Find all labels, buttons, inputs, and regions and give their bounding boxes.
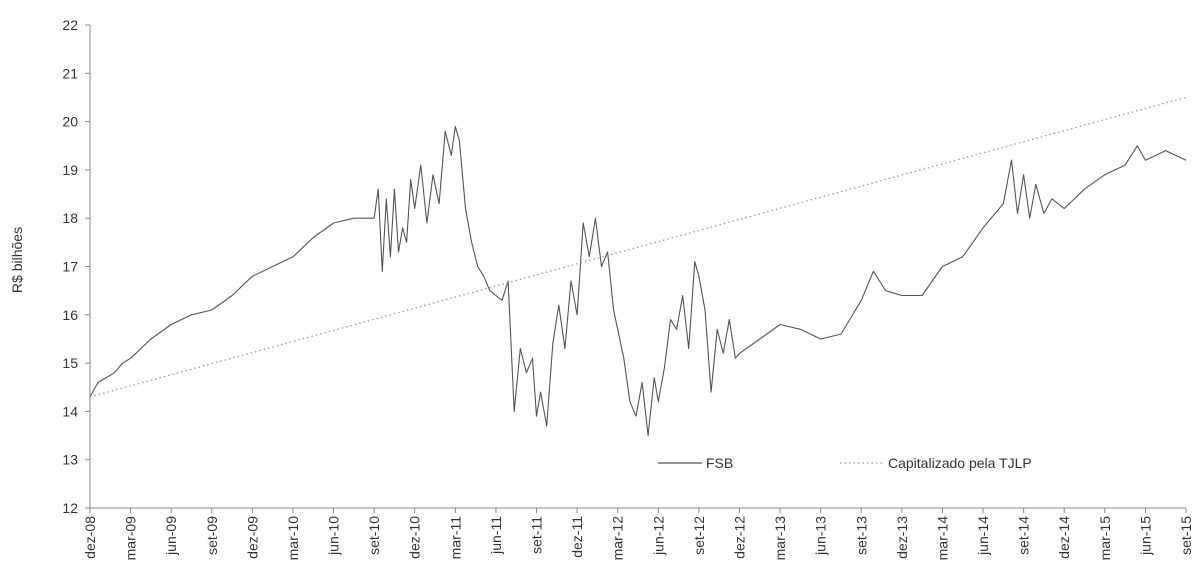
x-tick-label: jun-13: [813, 516, 829, 556]
y-tick-label: 22: [62, 17, 78, 33]
x-tick-label: jun-14: [975, 516, 991, 556]
x-tick-label: mar-12: [610, 516, 626, 561]
x-tick-label: dez-11: [569, 516, 585, 558]
y-tick-label: 12: [62, 500, 78, 516]
x-tick-label: dez-09: [244, 516, 260, 559]
x-tick-label: set-11: [529, 516, 545, 554]
x-tick-label: dez-14: [1056, 516, 1072, 559]
y-tick-label: 16: [62, 307, 78, 323]
y-axis: 12 13 14 15 16 17 18 19 20 21 22: [62, 17, 91, 516]
x-tick-label: set-15: [1178, 516, 1194, 555]
x-tick-label: mar-13: [772, 516, 788, 561]
x-tick-label: jun-09: [163, 516, 179, 556]
x-tick-label: mar-11: [447, 516, 463, 560]
x-tick-label: jun-11: [488, 516, 504, 555]
x-tick-label: mar-09: [123, 516, 139, 561]
y-tick-label: 20: [62, 114, 78, 130]
x-tick-label: mar-14: [934, 516, 950, 561]
x-axis: dez-08 mar-09 jun-09 set-09 dez-09 mar-10 jun-…: [82, 507, 1194, 561]
y-tick-label: 18: [62, 210, 78, 226]
y-tick-label: 13: [62, 452, 78, 468]
x-tick-label: mar-10: [285, 516, 301, 561]
x-tick-label: dez-10: [407, 516, 423, 559]
x-tick-label: jun-15: [1137, 516, 1153, 556]
x-tick-label: mar-15: [1097, 516, 1113, 561]
x-tick-label: jun-12: [650, 516, 666, 556]
y-axis-label: R$ bilhões: [9, 227, 25, 293]
y-tick-label: 15: [62, 355, 78, 371]
y-tick-label: 19: [62, 162, 78, 178]
series-area: [89, 96, 1187, 437]
y-tick-label: 14: [62, 403, 78, 419]
x-tick-label: dez-12: [731, 516, 747, 559]
y-tick-label: 17: [62, 259, 78, 275]
x-tick-label: set-12: [691, 516, 707, 555]
series-line-fsb: [89, 125, 1187, 437]
x-tick-label: set-13: [853, 516, 869, 555]
x-tick-label: set-14: [1016, 516, 1032, 555]
series-line-tjlp: [89, 96, 1187, 398]
x-tick-label: set-10: [366, 516, 382, 555]
y-tick-label: 21: [62, 65, 78, 81]
legend-label-fsb: FSB: [706, 455, 733, 471]
x-tick-label: dez-08: [82, 516, 98, 559]
x-tick-label: dez-13: [894, 516, 910, 559]
legend-label-tjlp: Capitalizado pela TJLP: [888, 455, 1032, 471]
x-tick-label: jun-10: [326, 516, 342, 556]
legend: FSB Capitalizado pela TJLP: [658, 455, 1032, 471]
x-tick-label: set-09: [204, 516, 220, 555]
